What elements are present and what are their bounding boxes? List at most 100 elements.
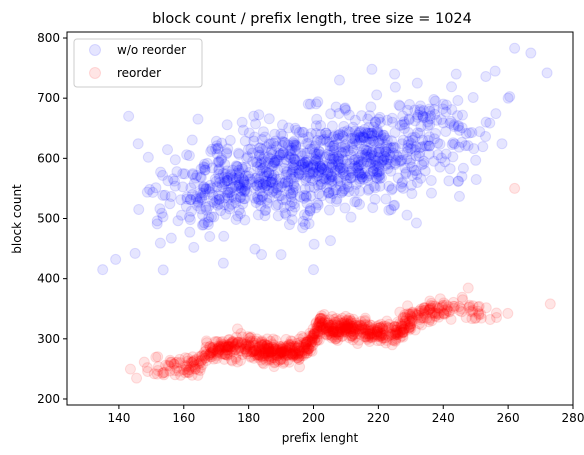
data-point [462, 140, 474, 152]
data-point [300, 175, 312, 187]
data-point [238, 175, 250, 187]
data-point [211, 352, 223, 364]
data-point [414, 104, 426, 116]
data-point [197, 187, 209, 199]
data-point [272, 155, 284, 167]
data-point [245, 336, 257, 348]
data-point [403, 114, 415, 126]
data-point [287, 187, 299, 199]
data-point [283, 219, 295, 231]
data-point [255, 142, 267, 154]
data-point [397, 176, 409, 188]
data-point [221, 175, 233, 187]
data-point [339, 146, 351, 158]
data-point [467, 91, 479, 103]
data-point [323, 173, 335, 185]
data-point [372, 326, 384, 338]
data-point [374, 134, 386, 146]
data-point [97, 264, 109, 276]
data-point [328, 153, 340, 165]
data-point [230, 172, 242, 184]
data-point [218, 230, 230, 242]
data-point [230, 351, 242, 363]
data-point [433, 311, 445, 323]
data-point [409, 104, 421, 116]
data-point [323, 136, 335, 148]
data-point [384, 149, 396, 161]
data-point [268, 169, 280, 181]
data-point [269, 154, 281, 166]
data-point [472, 301, 484, 313]
data-point [282, 176, 294, 188]
data-point [330, 133, 342, 145]
data-point [303, 342, 315, 354]
data-point [429, 108, 441, 120]
x-tick-label: 200 [302, 411, 325, 425]
chart-title: block count / prefix length, tree size =… [152, 11, 472, 27]
data-point [241, 153, 253, 165]
data-point [195, 355, 207, 367]
data-point [356, 321, 368, 333]
data-point [381, 158, 393, 170]
data-point [345, 211, 357, 223]
data-point [387, 328, 399, 340]
data-point [349, 135, 361, 147]
data-point [191, 199, 203, 211]
data-point [324, 192, 336, 204]
data-point [257, 178, 269, 190]
data-point [361, 144, 373, 156]
data-point [123, 110, 135, 122]
data-point [331, 193, 343, 205]
data-point [290, 141, 302, 153]
data-point [340, 104, 352, 116]
data-point [223, 334, 235, 346]
data-point [334, 165, 346, 177]
data-point [405, 143, 417, 155]
y-tick-label: 600 [37, 151, 60, 165]
data-point [316, 163, 328, 175]
data-point [444, 163, 456, 175]
data-point [295, 341, 307, 353]
data-point [375, 318, 387, 330]
data-point [460, 312, 472, 324]
y-tick-label: 700 [37, 91, 60, 105]
data-point [152, 351, 164, 363]
data-point [300, 337, 312, 349]
data-point [208, 197, 220, 209]
data-point [281, 180, 293, 192]
data-point [301, 347, 313, 359]
series-reorder [124, 182, 556, 384]
data-point [268, 157, 280, 169]
data-point [340, 321, 352, 333]
data-point [330, 195, 342, 207]
data-point [401, 146, 413, 158]
data-point [230, 160, 242, 172]
data-point [230, 197, 242, 209]
data-point [419, 111, 431, 123]
data-point [285, 187, 297, 199]
data-point [218, 171, 230, 183]
data-point [376, 156, 388, 168]
data-point [301, 197, 313, 209]
data-point [290, 140, 302, 152]
legend-label-w-o-reorder: w/o reorder [117, 43, 186, 57]
data-point [330, 333, 342, 345]
data-point [383, 204, 395, 216]
data-point [268, 159, 280, 171]
data-point [395, 320, 407, 332]
data-point [401, 153, 413, 165]
data-point [234, 342, 246, 354]
data-point [326, 170, 338, 182]
data-point [263, 351, 275, 363]
data-point [405, 138, 417, 150]
data-point [227, 181, 239, 193]
data-point [270, 199, 282, 211]
data-point [185, 194, 197, 206]
data-point [327, 325, 339, 337]
data-point [233, 204, 245, 216]
data-point [376, 155, 388, 166]
data-point [301, 336, 313, 348]
data-point [219, 192, 231, 204]
data-point [368, 121, 380, 133]
data-point [339, 142, 351, 154]
